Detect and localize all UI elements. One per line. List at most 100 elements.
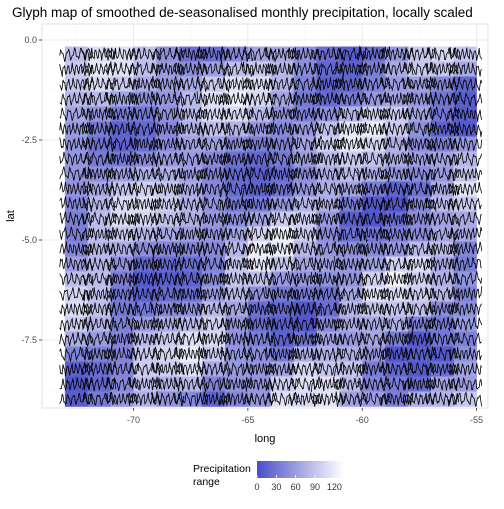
precip-tile (87, 76, 111, 92)
glyph-line (448, 106, 483, 122)
glyph-line (448, 61, 482, 77)
precip-tile (64, 46, 89, 62)
glyph-line (425, 227, 460, 242)
glyph-line (379, 376, 414, 392)
precip-tile (339, 331, 363, 347)
glyph-line (448, 168, 483, 181)
glyph-line (425, 271, 460, 286)
x-axis-ticks: -70 -65 -60 -55 (127, 408, 483, 425)
glyph-line (425, 91, 460, 106)
glyph-line (127, 47, 162, 61)
glyph-line (425, 376, 460, 391)
glyph-line (59, 61, 93, 77)
glyph-line (402, 61, 437, 76)
glyph-line (219, 346, 254, 363)
glyph-line (196, 226, 231, 242)
precip-tile (339, 256, 363, 272)
glyph-line (127, 212, 162, 226)
glyph-line (82, 242, 117, 256)
glyph-line (59, 47, 94, 62)
glyph-line (128, 136, 162, 151)
glyph-line (402, 346, 437, 362)
glyph-line (150, 302, 185, 316)
glyph-line (105, 212, 139, 227)
glyph-line (196, 152, 231, 166)
glyph-line (334, 226, 368, 244)
glyph-line (242, 61, 277, 76)
glyph-line (265, 151, 300, 168)
glyph-line (173, 47, 208, 61)
x-tick-label: -65 (241, 415, 254, 425)
precip-tile (362, 391, 386, 407)
glyph-line (265, 122, 300, 136)
precip-tile (270, 271, 294, 287)
glyph-line (356, 212, 391, 228)
legend: Precipitation range 0 30 60 90 120 (193, 461, 344, 492)
legend-tick-label: 90 (310, 482, 320, 492)
glyph-line (82, 122, 117, 137)
precip-tile (293, 196, 317, 212)
glyph-line (310, 121, 345, 137)
glyph-line (82, 301, 117, 317)
precip-tile (270, 61, 294, 77)
glyph-line (425, 182, 460, 196)
glyph-line (288, 121, 322, 136)
precip-tile (430, 106, 454, 122)
glyph-line (82, 196, 117, 212)
glyph-line (219, 257, 254, 271)
x-tick-label: -60 (356, 415, 369, 425)
glyph-line (288, 92, 322, 106)
precip-tile (110, 46, 134, 62)
glyph-line (173, 376, 208, 392)
glyph-line (59, 165, 94, 182)
glyph-line (242, 45, 277, 62)
glyph-line (173, 121, 208, 137)
glyph-line (105, 47, 139, 61)
glyph-line (402, 181, 437, 197)
y-axis-label: lat (5, 210, 17, 222)
glyph-line (448, 197, 482, 212)
glyph-line (219, 76, 254, 91)
glyph-line (59, 302, 94, 317)
glyph-line (59, 331, 94, 347)
glyph-line (288, 182, 322, 197)
glyph-line (150, 121, 185, 137)
glyph-line (311, 181, 345, 198)
glyph-line (425, 285, 460, 301)
glyph-line (265, 331, 300, 348)
glyph-line (242, 271, 277, 287)
glyph-line (265, 62, 300, 76)
glyph-line (402, 121, 437, 138)
legend-title-line1: Precipitation (193, 463, 251, 475)
glyph-line (59, 211, 94, 227)
glyph-line (356, 167, 391, 182)
glyph-line (59, 241, 94, 257)
precip-tile (224, 106, 249, 122)
glyph-line (150, 62, 185, 76)
glyph-line (105, 332, 139, 347)
glyph-line (105, 76, 139, 91)
precip-tile (202, 136, 226, 152)
glyph-line (59, 225, 94, 242)
glyph-line (82, 108, 117, 121)
precip-tile (316, 361, 340, 377)
glyph-line (150, 376, 185, 392)
glyph-line (333, 391, 368, 407)
glyph-line (333, 240, 368, 257)
precip-tile (430, 256, 454, 272)
precip-tile (133, 166, 157, 182)
glyph-line (333, 285, 368, 301)
glyph-line (288, 270, 322, 287)
glyph-line (219, 226, 254, 242)
precip-tile (64, 391, 89, 407)
glyph-line (196, 331, 231, 347)
glyph-line (265, 76, 300, 90)
glyph-line (219, 137, 254, 151)
precip-tile (64, 256, 89, 272)
glyph-line (288, 361, 322, 377)
glyph-line (219, 317, 254, 331)
precip-tile (339, 61, 363, 77)
glyph-line (59, 137, 94, 151)
glyph-line (379, 315, 414, 332)
glyph-line (448, 211, 482, 228)
